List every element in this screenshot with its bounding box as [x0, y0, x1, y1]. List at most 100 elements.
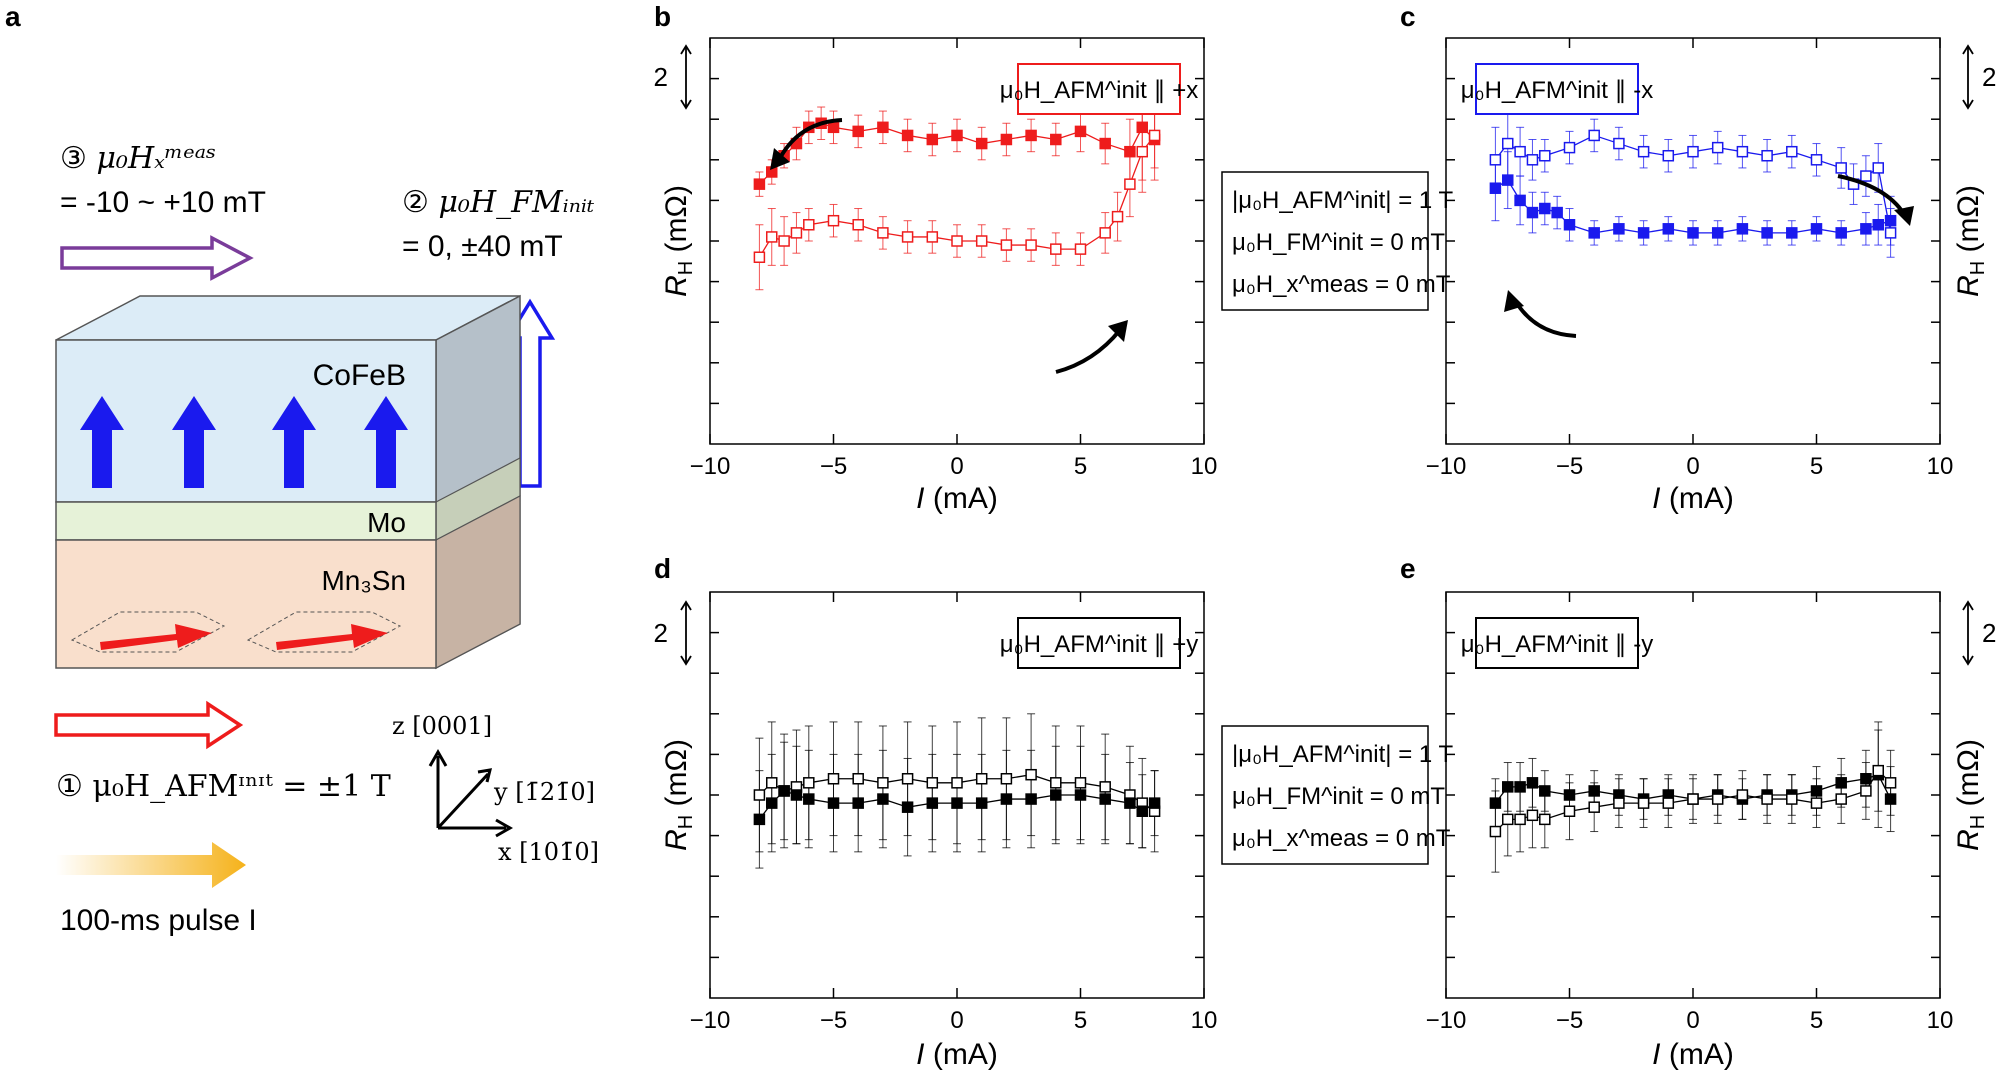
data-point-filled: [877, 793, 889, 805]
axis-z-label: z [0001]: [392, 712, 492, 740]
x-axis-label: I (mA): [1652, 1038, 1734, 1071]
data-point-filled: [1588, 785, 1600, 797]
data-point-filled: [1810, 223, 1823, 235]
data-point-open: [1662, 797, 1675, 809]
data-point-filled: [766, 797, 778, 809]
cofeb-up-arrow: [272, 396, 316, 488]
data-markers: [1489, 129, 1897, 239]
data-point-filled: [1526, 206, 1539, 219]
direction-arrowhead: [1504, 290, 1524, 312]
data-point-filled: [1124, 797, 1136, 809]
data-point-filled: [1860, 223, 1872, 235]
x-tick-label: −5: [820, 453, 847, 480]
layer-mo: [55, 501, 437, 541]
data-point-open: [1563, 805, 1576, 817]
panel-d-chart: d −10 −5 0 5 10 I (mA) RH (mΩ) 2 μ₀H_AFM^ini…: [654, 553, 1218, 1071]
data-point-open: [1124, 178, 1136, 190]
data-point-open: [1810, 797, 1823, 809]
data-point-open: [1111, 210, 1124, 223]
data-point-open: [1000, 239, 1013, 251]
data-point-filled: [1502, 781, 1514, 793]
data-point-open: [1539, 149, 1551, 162]
data-point-open: [753, 789, 766, 801]
direction-arrowhead: [1894, 206, 1914, 226]
x-tick-label: −10: [690, 1007, 731, 1034]
x-tick-label: −5: [1556, 453, 1583, 480]
layer-mn3sn-label: Mn₃Sn: [321, 565, 406, 596]
data-point-open: [1835, 162, 1847, 174]
scale-bar: [680, 44, 692, 110]
data-point-filled: [1884, 214, 1897, 227]
data-point-filled: [1637, 227, 1650, 239]
data-point-open: [1074, 777, 1087, 789]
data-point-open: [1613, 137, 1625, 150]
scale-bar-label: 2: [1982, 618, 1996, 648]
x-tick-label: 0: [1686, 453, 1699, 480]
legend-box: [1017, 63, 1181, 115]
data-point-open: [1514, 145, 1526, 158]
data-point-open: [951, 777, 963, 789]
data-point-open: [975, 235, 988, 247]
data-point-open: [975, 773, 988, 785]
x-axis-label: I (mA): [916, 482, 998, 515]
data-point-open: [1786, 145, 1798, 158]
data-point-open: [1489, 825, 1502, 838]
data-point-open: [852, 773, 864, 785]
mn3sn-moment-arrow: [276, 624, 388, 650]
y-axis-label: RH (mΩ): [1952, 739, 1989, 851]
data-point-filled: [1099, 137, 1111, 150]
shared-legend-box: [1221, 725, 1429, 865]
data-point-filled: [1872, 219, 1884, 231]
data-point-open: [803, 777, 815, 789]
mn3sn-moment-arrows: [100, 624, 388, 650]
data-point-filled: [951, 129, 963, 142]
data-point-open: [753, 251, 766, 263]
panel-label-c: c: [1400, 1, 1416, 32]
data-point-filled: [1124, 145, 1136, 158]
data-point-filled: [1539, 202, 1551, 215]
data-point-filled: [1711, 227, 1724, 239]
shared-legend-line: μ₀H_FM^init = 0 mT: [1232, 783, 1445, 810]
data-point-open: [1526, 154, 1539, 166]
data-point-open: [1786, 793, 1798, 805]
data-point-filled: [778, 785, 790, 797]
x-tick-label: −10: [1426, 453, 1467, 480]
legend-text: μ₀H_AFM^init ∥ -x: [1461, 77, 1653, 104]
data-point-open: [1736, 145, 1749, 158]
data-point-open: [1489, 154, 1502, 166]
x-tick-label: 5: [1074, 453, 1087, 480]
scale-bar-label: 2: [654, 62, 668, 92]
panel-label-e: e: [1400, 553, 1416, 584]
hx-arrow: [60, 235, 254, 281]
data-point-open: [1136, 145, 1148, 158]
data-point-filled: [1835, 777, 1847, 789]
data-point-filled: [1136, 805, 1148, 817]
x-tick-label: 10: [1927, 453, 1954, 480]
scale-bar: [1962, 44, 1974, 110]
data-point-open: [1074, 243, 1087, 255]
data-point-open: [877, 227, 889, 239]
data-markers: [1489, 764, 1897, 838]
legend-box: [1017, 617, 1181, 669]
data-point-open: [901, 231, 914, 243]
data-point-open: [1588, 129, 1600, 142]
data-point-open: [1539, 813, 1551, 826]
scale-bar: [680, 600, 692, 666]
panel-b-chart: b −10 −5 0 5 10 I (mA) RH (mΩ) 2 μ₀H_AFM^ini…: [654, 1, 1218, 515]
data-point-filled: [1489, 797, 1502, 809]
data-point-filled: [1489, 182, 1502, 194]
data-point-filled: [790, 789, 803, 801]
data-point-filled: [926, 133, 939, 146]
legend-text: μ₀H_AFM^init ∥ -y: [1461, 631, 1653, 658]
data-point-open: [766, 777, 778, 789]
data-point-open: [1025, 768, 1037, 781]
cofeb-up-arrow: [364, 396, 408, 488]
data-point-filled: [827, 121, 840, 134]
data-point-filled: [1563, 219, 1576, 231]
data-point-filled: [1786, 227, 1798, 239]
x-tick-label: 5: [1810, 1007, 1823, 1034]
x-tick-label: −5: [820, 1007, 847, 1034]
data-point-open: [951, 235, 963, 247]
mn3sn-moment-arrow: [100, 624, 212, 650]
direction-arrows: [1514, 174, 1906, 338]
